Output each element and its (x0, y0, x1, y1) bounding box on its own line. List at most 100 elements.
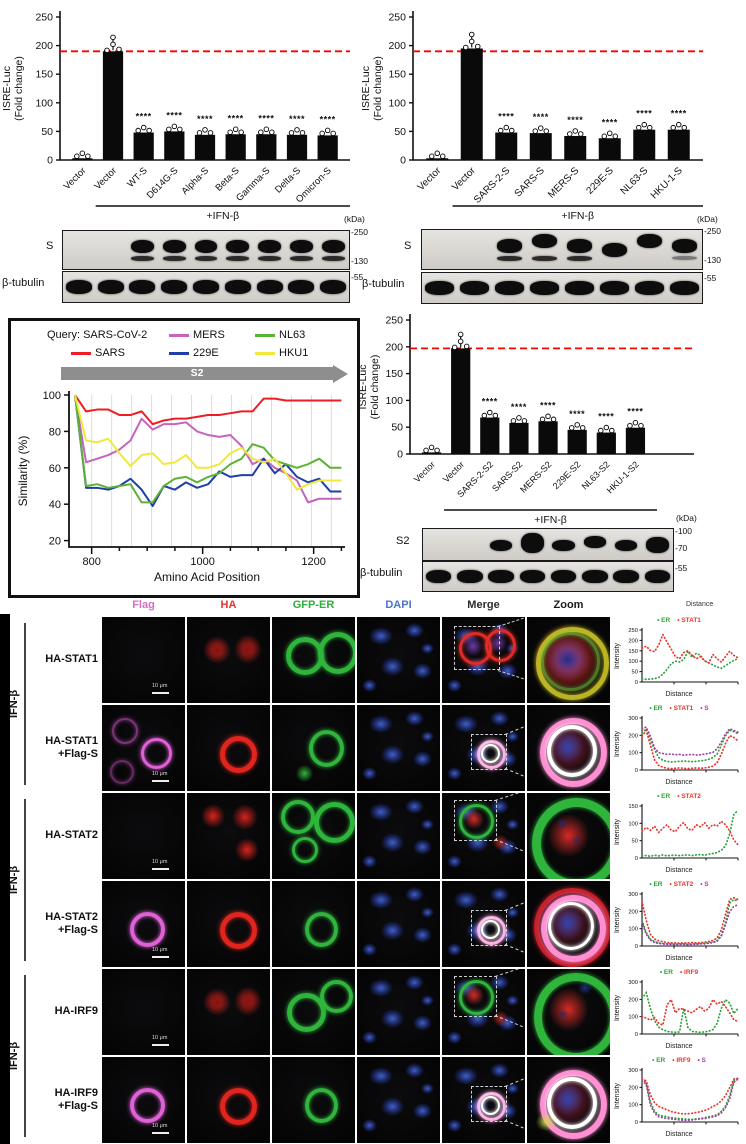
legend-swatch (255, 333, 275, 337)
data-point-dot (606, 130, 613, 137)
zoom-region-box (454, 976, 497, 1017)
significance-stars: **** (136, 112, 152, 122)
protein-band (226, 256, 250, 262)
bar (256, 134, 277, 160)
significance-stars: **** (228, 113, 244, 123)
bar (564, 135, 587, 160)
y-tick-label: 200 (388, 40, 406, 52)
column-header-ha: HA (220, 599, 237, 611)
protein-band (636, 233, 663, 248)
data-point-dot (632, 419, 639, 426)
data-point-dot (474, 43, 481, 50)
microscopy-cell-flag: 10 μm (102, 617, 185, 703)
y-tick-label: 300 (628, 1068, 638, 1074)
category-label: Vector (412, 459, 437, 484)
fluorescence-blob (295, 764, 314, 783)
protein-band (488, 570, 514, 583)
protein-band (97, 280, 124, 294)
zoom-region-box (454, 800, 497, 841)
axes (641, 980, 738, 1035)
fluorescence-blob (421, 1083, 434, 1094)
protein-band (321, 256, 345, 262)
intensity-plot: 0 100 200 300 Intensity (614, 716, 739, 774)
distance-header: Distance (686, 601, 714, 608)
y-tick-label: 200 (628, 909, 638, 915)
fluorescence-blob (362, 855, 377, 868)
zoom-connector-line (504, 944, 524, 953)
intensity-legend: • ER • IRF9 • S (612, 1057, 746, 1064)
category-label: Vector (450, 165, 478, 193)
significance-stars: **** (636, 109, 652, 119)
bar (567, 429, 587, 454)
intensity-legend-item: • S (700, 705, 709, 712)
data-point-dot (521, 418, 528, 424)
protein-band (495, 281, 524, 295)
intensity-legend-item: • ER (659, 969, 673, 976)
axes (68, 391, 345, 548)
zoom-region-box (454, 626, 500, 670)
category-label: SARS-S (513, 165, 547, 199)
intensity-plot-block: • ER • IRF9 0 100 200 300 Intensity Distance (612, 969, 746, 1055)
blot-label: β-tubulin (2, 277, 45, 289)
bar (495, 132, 518, 160)
fluorescence-blob (413, 1015, 432, 1031)
intensity-legend-item: • ER (649, 881, 663, 888)
row-label: HA-STAT1 (28, 653, 98, 666)
fluorescence-blob (534, 973, 610, 1055)
protein-band (192, 280, 220, 294)
fluorescence-blob (362, 1031, 377, 1044)
y-tick-label: 100 (43, 390, 61, 402)
data-point-dot (238, 129, 244, 136)
fluorescence-blob (506, 907, 519, 918)
intensity-legend: • ER • STAT1 (612, 617, 746, 624)
category-label: MERS-S2 (518, 459, 553, 494)
western-blot-panel (421, 272, 703, 304)
fluorescence-blob (490, 799, 509, 814)
data-point-dot (681, 124, 688, 131)
fluorescence-blob (362, 1119, 377, 1132)
protein-band (496, 239, 523, 253)
microscopy-cell-zoom (527, 617, 610, 703)
protein-band (582, 570, 608, 583)
intensity-legend-item: • S (697, 1057, 706, 1064)
fluorescence-blob (421, 731, 434, 742)
series-ER (641, 990, 739, 1034)
treatment-label: IFN-β (8, 865, 21, 895)
fluorescence-blob (413, 751, 432, 767)
series-STAT2 (641, 820, 739, 846)
y-tick-label: 150 (628, 649, 638, 655)
row-label: HA-STAT2 (28, 829, 98, 842)
fluorescence-blob (369, 715, 393, 733)
significance-stars: **** (511, 402, 527, 412)
fluorescence-blob (534, 888, 610, 967)
scale-bar (152, 1132, 169, 1134)
fluorescence-blob (413, 1103, 432, 1119)
row-label-line: HA-STAT1 (45, 653, 98, 665)
microscopy-cell-zoom (527, 881, 610, 967)
intensity-plot-block: • ER • STAT2 • S 0 100 200 300 Intensity Distanc… (612, 881, 746, 967)
microscopy-cell-flag: 10 μm (102, 705, 185, 791)
s2-arrow-label: S2 (190, 367, 204, 379)
y-tick-label: 100 (35, 97, 53, 109)
protein-band (671, 255, 698, 261)
protein-band (521, 533, 544, 553)
data-point-dot (503, 124, 509, 131)
microscopy-cell-merge (442, 969, 525, 1055)
data-point-dot (598, 427, 604, 434)
protein-band (321, 240, 345, 254)
row-label: HA-IRF9 +Flag-S (28, 1087, 98, 1113)
protein-band (670, 281, 699, 295)
western-blot-panel (62, 271, 350, 303)
data-point-dot (74, 153, 80, 160)
column-header-merge: Merge (467, 599, 500, 611)
molecular-weight-marker: -70 (675, 543, 688, 553)
data-point-dot (543, 128, 549, 134)
protein-band (131, 256, 154, 262)
bar (225, 134, 246, 160)
microscopy-cell-zoom (527, 1057, 610, 1143)
bar (102, 51, 124, 160)
intensity-legend: • ER • IRF9 (612, 969, 746, 976)
y-axis-label: Intensity (614, 1082, 621, 1109)
series-IRF9 (641, 997, 739, 1027)
y-tick-label: 150 (35, 69, 53, 81)
